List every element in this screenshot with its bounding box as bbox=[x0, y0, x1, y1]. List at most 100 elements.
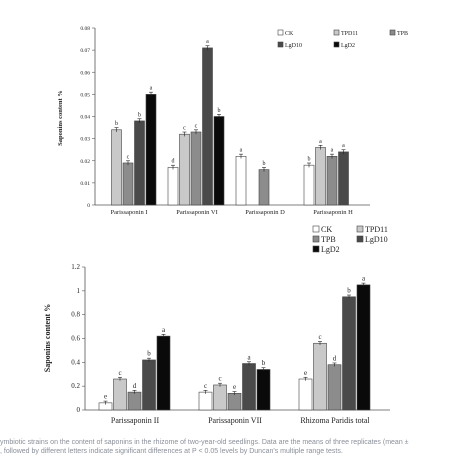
chart2-bar-tpb bbox=[227, 393, 242, 411]
chart2-significance-label: e bbox=[304, 369, 307, 377]
chart2-legend-label-lgd2: LgD2 bbox=[321, 245, 340, 254]
chart2-significance-label: e bbox=[104, 393, 107, 401]
chart1-category-label: Parissaponin I bbox=[110, 209, 147, 216]
chart2-significance-label: c bbox=[318, 333, 321, 341]
chart2-significance-label: a bbox=[162, 326, 166, 334]
chart1-y-tick-label: 0.08 bbox=[80, 26, 90, 32]
chart2-bar-lgd2 bbox=[256, 369, 271, 411]
chart2-significance-label: c bbox=[118, 369, 121, 377]
chart1-legend-swatch-lgd2 bbox=[333, 41, 340, 48]
chart2-y-axis-label: Saponins content % bbox=[43, 304, 52, 372]
chart1-bar-lgd10 bbox=[338, 151, 349, 206]
chart1-significance-label: a bbox=[319, 139, 322, 145]
chart1-legend-swatch-tpd11 bbox=[333, 29, 340, 36]
chart2-significance-label: e bbox=[233, 383, 236, 391]
chart1-y-tick-label: 0 bbox=[87, 203, 90, 209]
chart2-category-label: Rhizoma Paridis total bbox=[300, 416, 370, 425]
chart2-category-label: Parissaponin II bbox=[111, 416, 160, 425]
chart1-bar-tpb bbox=[190, 131, 202, 206]
chart2-bar-tpb bbox=[127, 391, 142, 411]
chart2-significance-label: a bbox=[362, 275, 366, 283]
chart1-category-label: Parissaponin D bbox=[245, 209, 285, 216]
chart2-bar-tpd11 bbox=[113, 378, 127, 411]
chart2-legend-label-lgd10: LgD10 bbox=[365, 235, 388, 244]
chart1-bar-tpd11 bbox=[111, 129, 122, 206]
chart2-bar-lgd10 bbox=[142, 359, 156, 411]
chart1-legend-label-ck: CK bbox=[285, 31, 294, 37]
chart1-significance-label: b bbox=[138, 112, 141, 118]
chart2-bar-tpb bbox=[327, 364, 342, 411]
chart1-bar-ck bbox=[167, 167, 179, 206]
chart1-category-label: Parissaponin VI bbox=[176, 209, 218, 216]
chart1-significance-label: b bbox=[218, 108, 221, 114]
chart2-significance-label: b bbox=[262, 359, 266, 367]
chart1-y-tick-label: 0.06 bbox=[80, 70, 90, 76]
chart2-legend-label-ck: CK bbox=[321, 225, 332, 234]
chart1-significance-label: b bbox=[115, 121, 118, 127]
chart2-significance-label: b bbox=[147, 350, 151, 358]
chart2-legend-swatch-tpb bbox=[312, 235, 320, 243]
chart2-bar-ck bbox=[198, 391, 213, 411]
chart1-significance-label: a bbox=[342, 143, 345, 149]
caption-line-1: ymbiotic strains on the content of sapon… bbox=[0, 439, 409, 446]
chart1-significance-label: c bbox=[183, 126, 186, 132]
chart1-significance-label: a bbox=[331, 148, 334, 154]
chart2-legend-swatch-lgd2 bbox=[312, 245, 320, 253]
chart2-y-tick-label: 0.8 bbox=[71, 311, 80, 319]
chart1-legend-label-tpd11: TPD11 bbox=[341, 31, 358, 37]
chart1-bar-tpb bbox=[122, 162, 134, 206]
chart2-legend-swatch-ck bbox=[312, 225, 320, 233]
chart2-bar-lgd2 bbox=[356, 284, 371, 411]
chart1-y-tick-label: 0.02 bbox=[80, 159, 90, 165]
chart1-significance-label: a bbox=[206, 39, 209, 45]
chart1-y-tick-label: 0.07 bbox=[80, 48, 90, 54]
chart2-legend-label-tpd11: TPD11 bbox=[365, 225, 388, 234]
chart2-significance-label: a bbox=[247, 353, 251, 361]
chart1-significance-label: d bbox=[172, 159, 175, 165]
chart2-y-tick-label: 0.6 bbox=[71, 335, 80, 343]
chart1-significance-label: a bbox=[150, 86, 153, 92]
chart1-legend-swatch-lgd10 bbox=[277, 41, 284, 48]
chart2-bar-lgd10 bbox=[342, 296, 356, 411]
chart2-bar-lgd2 bbox=[156, 335, 171, 411]
chart1-legend-swatch-ck bbox=[277, 29, 284, 36]
chart2-y-tick-label: 1.2 bbox=[71, 263, 80, 271]
chart1-bar-ck bbox=[303, 164, 315, 206]
chart1-legend-label-tpb: TPB bbox=[397, 31, 408, 37]
figure-caption: ymbiotic strains on the content of sapon… bbox=[0, 438, 474, 468]
chart2-y-tick-label: 0.4 bbox=[71, 358, 80, 366]
chart2-y-tick-label: 0 bbox=[77, 406, 81, 414]
chart2-legend-swatch-lgd10 bbox=[356, 235, 364, 243]
chart1-y-tick-label: 0.03 bbox=[80, 137, 90, 143]
chart1-bar-lgd10 bbox=[134, 120, 145, 206]
chart2-significance-label: c bbox=[218, 375, 221, 383]
caption-line-2: , followed by different letters indicate… bbox=[0, 448, 343, 455]
chart2-legend-swatch-tpd11 bbox=[356, 225, 364, 233]
chart1-significance-label: b bbox=[263, 161, 266, 167]
chart2-category-label: Parissaponin VII bbox=[208, 416, 262, 425]
chart1-bar-tpb bbox=[326, 156, 338, 206]
chart1-significance-label: c bbox=[195, 123, 198, 129]
chart2-significance-label: d bbox=[333, 354, 337, 362]
chart1-legend-swatch-tpb bbox=[389, 29, 396, 36]
chart1-bar-ck bbox=[235, 156, 247, 206]
chart2-y-tick-label: 1 bbox=[77, 287, 81, 295]
chart2-bar-tpd11 bbox=[213, 384, 227, 411]
chart1-bar-lgd10 bbox=[202, 47, 213, 206]
chart1-significance-label: a bbox=[240, 148, 243, 154]
chart1-y-tick-label: 0.05 bbox=[80, 92, 90, 98]
chart1-significance-label: b bbox=[308, 157, 311, 163]
chart1-bar-tpd11 bbox=[315, 147, 326, 206]
chart2-bar-tpd11 bbox=[313, 342, 327, 411]
chart1-category-label: Parissaponin H bbox=[313, 209, 353, 216]
chart1-bar-tpd11 bbox=[179, 133, 190, 206]
chart2-significance-label: c bbox=[204, 382, 207, 390]
chart1-y-tick-label: 0.01 bbox=[80, 181, 90, 187]
chart1-legend-label-lgd10: LgD10 bbox=[285, 43, 302, 49]
chart2-significance-label: b bbox=[347, 287, 351, 295]
chart2-y-tick-label: 0.2 bbox=[71, 382, 80, 390]
chart1-y-axis-label: Saponins content % bbox=[57, 90, 64, 146]
chart1-significance-label: c bbox=[127, 154, 130, 160]
chart2-bar-lgd10 bbox=[242, 363, 256, 411]
